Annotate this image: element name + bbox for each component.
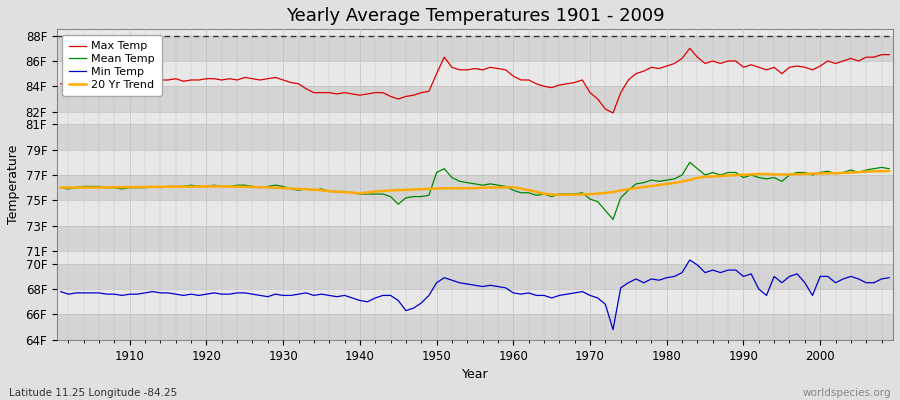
Mean Temp: [55, 185, 66, 190]
Max Temp: [684, 46, 695, 51]
Title: Yearly Average Temperatures 1901 - 2009: Yearly Average Temperatures 1901 - 2009: [285, 7, 664, 25]
Min Temp: [608, 327, 618, 332]
Bar: [57, 124, 893, 150]
20 Yr Trend: [500, 185, 511, 190]
Mean Temp: [884, 166, 895, 171]
Min Temp: [508, 290, 518, 295]
20 Yr Trend: [884, 169, 895, 174]
Max Temp: [285, 80, 296, 85]
Bar: [57, 314, 893, 340]
20 Yr Trend: [508, 185, 518, 190]
20 Yr Trend: [117, 185, 128, 190]
Mean Temp: [684, 160, 695, 165]
Bar: [57, 264, 893, 289]
Line: Max Temp: Max Temp: [60, 48, 889, 113]
Max Temp: [608, 110, 618, 115]
Min Temp: [600, 302, 611, 307]
Y-axis label: Temperature: Temperature: [7, 145, 20, 224]
Text: worldspecies.org: worldspecies.org: [803, 388, 891, 398]
Max Temp: [884, 52, 895, 57]
Bar: [57, 175, 893, 200]
Mean Temp: [600, 208, 611, 213]
Mean Temp: [508, 188, 518, 193]
Min Temp: [684, 258, 695, 262]
Max Temp: [600, 107, 611, 112]
Mean Temp: [117, 186, 128, 191]
Bar: [57, 86, 893, 112]
Mean Temp: [331, 189, 342, 194]
Min Temp: [117, 293, 128, 298]
Legend: Max Temp, Mean Temp, Min Temp, 20 Yr Trend: Max Temp, Mean Temp, Min Temp, 20 Yr Tre…: [62, 35, 162, 96]
20 Yr Trend: [285, 186, 296, 191]
Line: Mean Temp: Mean Temp: [60, 162, 889, 219]
Min Temp: [884, 275, 895, 280]
20 Yr Trend: [554, 192, 564, 197]
Text: Latitude 11.25 Longitude -84.25: Latitude 11.25 Longitude -84.25: [9, 388, 177, 398]
X-axis label: Year: Year: [462, 368, 489, 381]
Line: Min Temp: Min Temp: [60, 260, 889, 330]
Mean Temp: [500, 184, 511, 189]
Mean Temp: [608, 217, 618, 222]
20 Yr Trend: [55, 185, 66, 190]
Min Temp: [331, 294, 342, 299]
Max Temp: [331, 92, 342, 96]
Max Temp: [508, 74, 518, 78]
Line: 20 Yr Trend: 20 Yr Trend: [60, 171, 889, 195]
Min Temp: [55, 289, 66, 294]
20 Yr Trend: [331, 189, 342, 194]
Bar: [57, 61, 893, 86]
Bar: [57, 150, 893, 175]
Max Temp: [500, 68, 511, 72]
Bar: [57, 251, 893, 264]
Mean Temp: [285, 186, 296, 191]
Min Temp: [285, 293, 296, 298]
Bar: [57, 226, 893, 251]
Min Temp: [500, 286, 511, 290]
Max Temp: [117, 79, 128, 84]
Bar: [57, 200, 893, 226]
Bar: [57, 112, 893, 124]
Max Temp: [55, 81, 66, 86]
Bar: [57, 289, 893, 314]
20 Yr Trend: [608, 190, 618, 194]
Bar: [57, 36, 893, 61]
